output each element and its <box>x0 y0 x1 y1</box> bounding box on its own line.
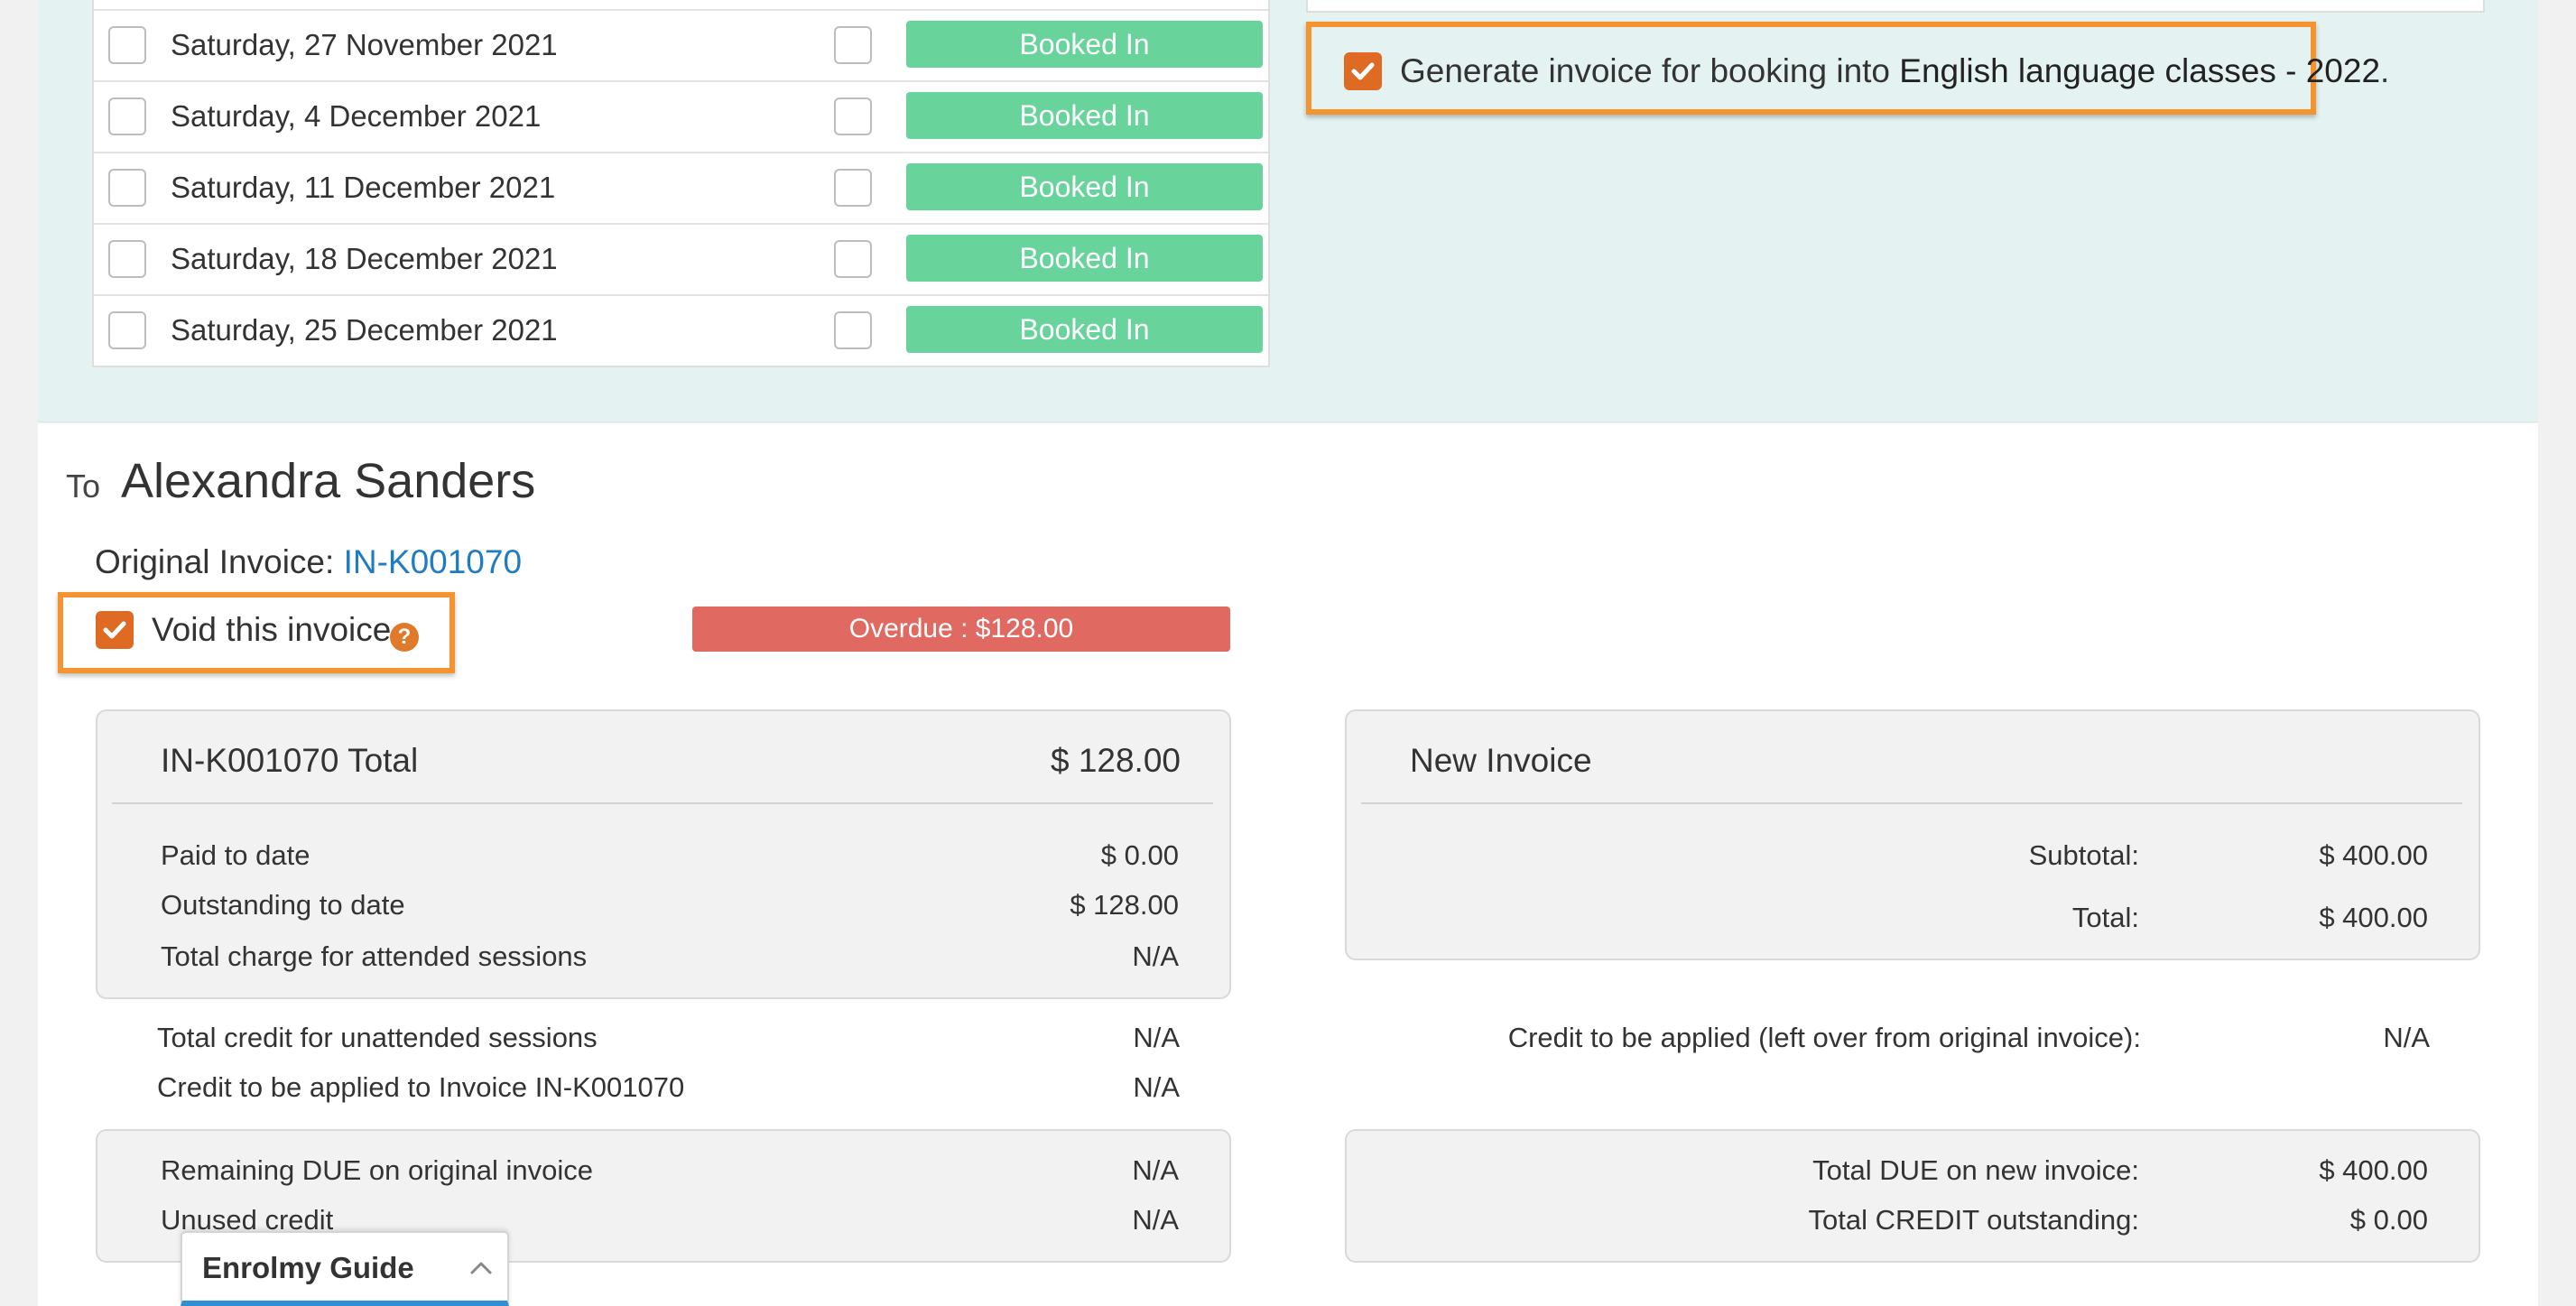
credit-outstanding-label: Total CREDIT outstanding: <box>1808 1204 2139 1236</box>
remaining-due-label: Remaining DUE on original invoice <box>161 1154 594 1186</box>
session-row: Saturday, 4 December 2021 Booked In <box>94 80 1268 152</box>
session-select-checkbox[interactable] <box>108 169 146 207</box>
total-due-label: Total DUE on new invoice: <box>1812 1154 2139 1186</box>
generate-invoice-label: Generate invoice for booking into Englis… <box>1400 49 2389 94</box>
card-divider <box>112 802 1213 804</box>
session-attend-checkbox[interactable] <box>834 26 872 64</box>
checkmark-icon <box>103 621 126 639</box>
overdue-badge: Overdue : $128.00 <box>692 607 1230 652</box>
total-label: Total: <box>2071 902 2139 933</box>
unattended-credit-value: N/A <box>1133 1022 1180 1053</box>
recipient-name: Alexandra Sanders <box>121 454 536 508</box>
card-divider <box>1361 802 2462 804</box>
booked-in-badge: Booked In <box>906 163 1263 210</box>
session-row: Saturday, 11 December 2021 Booked In <box>94 152 1268 223</box>
attended-charge-value: N/A <box>1132 940 1179 972</box>
session-attend-checkbox[interactable] <box>834 169 872 207</box>
original-invoice-line: Original Invoice: IN-K001070 <box>95 543 522 581</box>
session-attend-checkbox[interactable] <box>834 97 872 135</box>
generate-prefix: Generate invoice for booking into <box>1400 52 1900 89</box>
session-date: Saturday, 11 December 2021 <box>171 171 556 204</box>
enrolmy-guide-widget[interactable]: Enrolmy Guide <box>181 1231 509 1306</box>
session-select-checkbox[interactable] <box>108 97 146 135</box>
sessions-table: Saturday, 27 November 2021 Booked In Sat… <box>92 0 1270 367</box>
invoice-options-card <box>1306 0 2485 13</box>
generate-suffix: . <box>2380 52 2390 89</box>
paid-to-date-label: Paid to date <box>161 839 310 871</box>
session-select-checkbox[interactable] <box>108 311 146 349</box>
original-invoice-card: IN-K001070 Total $ 128.00 Paid to date $… <box>96 709 1231 999</box>
unused-credit-value: N/A <box>1132 1204 1179 1236</box>
original-invoice-link[interactable]: IN-K001070 <box>343 543 523 580</box>
unused-credit-label: Unused credit <box>161 1204 334 1236</box>
chevron-up-icon[interactable] <box>469 1260 493 1276</box>
session-row: Saturday, 18 December 2021 Booked In <box>94 223 1268 294</box>
help-icon[interactable]: ? <box>390 623 419 652</box>
subtotal-label: Subtotal: <box>2028 839 2139 871</box>
total-due-value: $ 400.00 <box>2319 1154 2428 1186</box>
session-date: Saturday, 25 December 2021 <box>171 313 558 347</box>
session-date: Saturday, 4 December 2021 <box>171 99 542 133</box>
to-label: To <box>66 468 101 505</box>
course-name: English language classes - 2022 <box>1899 52 2381 89</box>
checkmark-icon <box>1351 62 1375 80</box>
outstanding-to-date-value: $ 128.00 <box>1070 889 1179 921</box>
credit-applied-original-value: N/A <box>1133 1071 1180 1103</box>
booked-in-badge: Booked In <box>906 92 1263 139</box>
outstanding-to-date-label: Outstanding to date <box>161 889 405 921</box>
session-select-checkbox[interactable] <box>108 26 146 64</box>
new-invoice-due-card: Total DUE on new invoice: $ 400.00 Total… <box>1345 1129 2480 1263</box>
booked-in-badge: Booked In <box>906 21 1263 68</box>
attended-charge-label: Total charge for attended sessions <box>161 940 588 972</box>
original-invoice-total-label: IN-K001070 Total <box>161 742 419 779</box>
enrolmy-guide-label: Enrolmy Guide <box>202 1251 414 1284</box>
credit-leftover-value: N/A <box>2383 1022 2430 1053</box>
unattended-credit-label: Total credit for unattended sessions <box>157 1022 598 1053</box>
void-invoice-option: Void this invoice. ? <box>58 592 455 673</box>
new-invoice-card: New Invoice Subtotal: $ 400.00 Total: $ … <box>1345 709 2480 960</box>
total-value: $ 400.00 <box>2319 902 2428 933</box>
generate-invoice-checkbox[interactable] <box>1344 52 1382 90</box>
session-row: Saturday, 27 November 2021 Booked In <box>94 9 1268 80</box>
void-invoice-checkbox[interactable] <box>96 611 134 649</box>
generate-invoice-option: Generate invoice for booking into Englis… <box>1306 22 2389 115</box>
void-invoice-label: Void this invoice. <box>152 611 401 648</box>
remaining-card: Remaining DUE on original invoice N/A Un… <box>96 1129 1231 1263</box>
subtotal-value: $ 400.00 <box>2319 839 2428 871</box>
booked-in-badge: Booked In <box>906 306 1263 353</box>
session-row: Saturday, 25 December 2021 Booked In <box>94 294 1268 366</box>
credit-leftover-label: Credit to be applied (left over from ori… <box>1507 1022 2141 1053</box>
original-invoice-total-value: $ 128.00 <box>1050 742 1181 779</box>
session-attend-checkbox[interactable] <box>834 311 872 349</box>
new-invoice-title: New Invoice <box>1410 742 1592 779</box>
session-attend-checkbox[interactable] <box>834 240 872 278</box>
remaining-due-value: N/A <box>1132 1154 1179 1186</box>
session-date: Saturday, 27 November 2021 <box>171 28 558 61</box>
session-select-checkbox[interactable] <box>108 240 146 278</box>
paid-to-date-value: $ 0.00 <box>1100 839 1179 871</box>
credit-applied-original-label: Credit to be applied to Invoice IN-K0010… <box>157 1071 685 1103</box>
credit-outstanding-value: $ 0.00 <box>2349 1204 2428 1236</box>
session-date: Saturday, 18 December 2021 <box>171 242 558 275</box>
booked-in-badge: Booked In <box>906 235 1263 282</box>
original-invoice-label: Original Invoice: <box>95 543 344 580</box>
